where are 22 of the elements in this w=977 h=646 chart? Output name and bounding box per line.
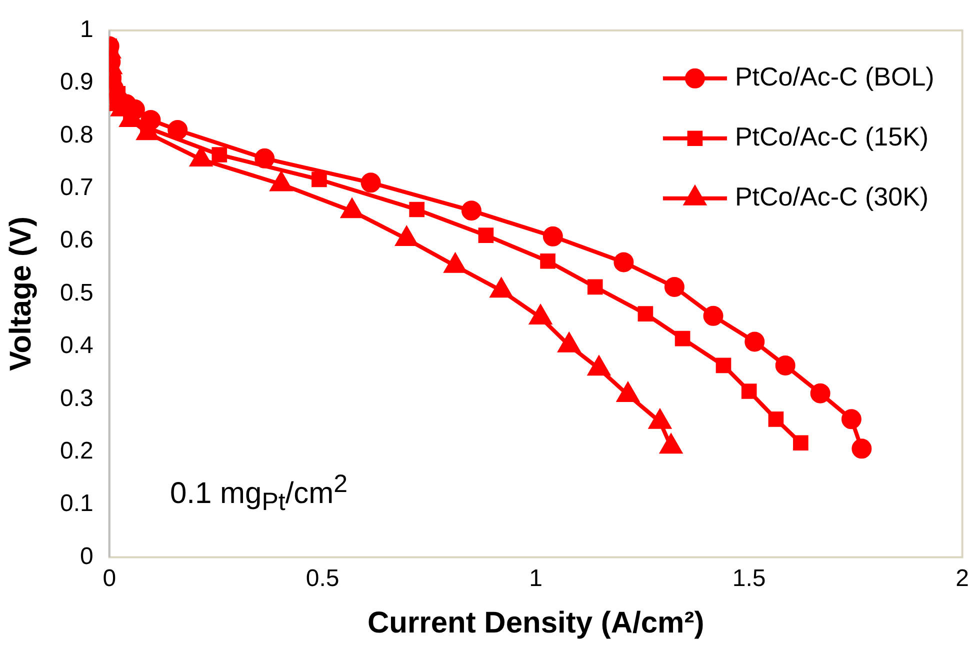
y-tick-label: 0.9 — [60, 68, 94, 96]
y-tick-label: 0 — [80, 542, 94, 570]
y-tick-label: 0.1 — [60, 490, 94, 518]
x-tick-label: 1 — [529, 565, 543, 592]
x-tick-label: 0.5 — [306, 565, 340, 592]
y-tick-label: 0.8 — [60, 121, 94, 148]
y-tick-label: 0.3 — [60, 384, 94, 412]
x-tick-label: 1.5 — [732, 565, 766, 592]
y-tick-label: 0.4 — [60, 332, 94, 360]
legend-label: PtCo/Ac-C (15K) — [734, 122, 929, 152]
x-axis-title: Current Density (A/cm²) — [367, 606, 704, 640]
y-tick-label: 0.5 — [60, 279, 94, 306]
x-tick-label: 0 — [102, 565, 116, 592]
y-axis-title: Voltage (V) — [4, 216, 38, 372]
annotation: 0.1 mg$_{Pt}$/cm$^{2}$ — [170, 470, 348, 517]
y-tick-label: 1 — [80, 16, 94, 44]
y-tick-label: 0.7 — [60, 174, 94, 202]
y-tick-label: 0.6 — [60, 226, 94, 254]
legend-label: PtCo/Ac-C (30K) — [734, 182, 929, 212]
x-tick-label: 2 — [956, 565, 970, 592]
y-tick-label: 0.2 — [60, 437, 94, 464]
legend-label: PtCo/Ac-C (BOL) — [734, 62, 934, 92]
